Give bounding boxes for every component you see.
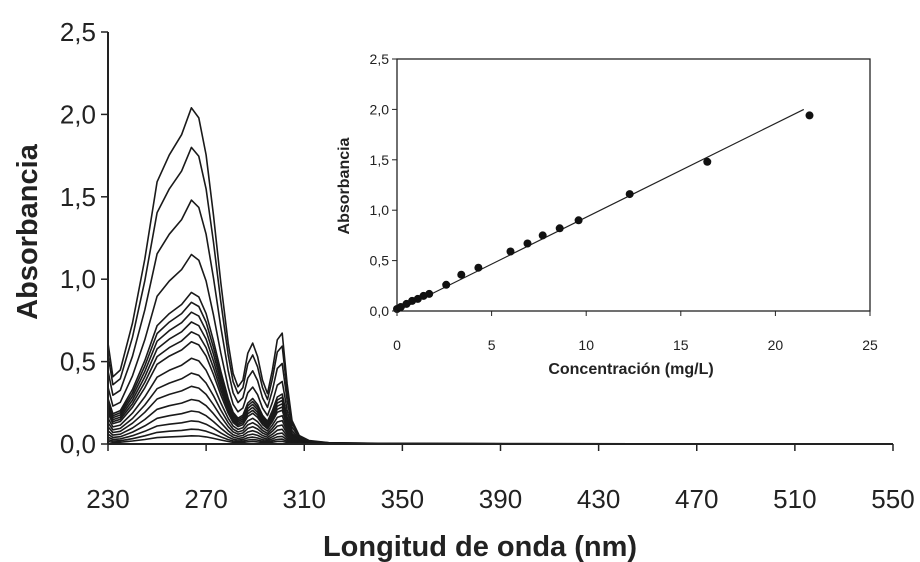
- main-x-tick-label: 270: [184, 484, 227, 514]
- inset-x-tick-label: 25: [862, 337, 878, 353]
- main-x-tick-label: 470: [675, 484, 718, 514]
- main-x-tick-label: 310: [283, 484, 326, 514]
- inset-x-tick-label: 10: [578, 337, 594, 353]
- inset-data-point: [507, 248, 515, 256]
- inset-y-tick-label: 2,0: [370, 101, 390, 117]
- inset-y-tick-label: 1,0: [370, 202, 390, 218]
- main-x-tick-label: 550: [871, 484, 914, 514]
- main-y-tick-label: 0,0: [60, 429, 96, 459]
- inset-data-point: [425, 290, 433, 298]
- main-y-tick-label: 1,0: [60, 264, 96, 294]
- inset-data-point: [626, 190, 634, 198]
- main-x-tick-label: 510: [773, 484, 816, 514]
- main-x-tick-label: 230: [86, 484, 129, 514]
- inset-y-axis-title: Absorbancia: [336, 137, 353, 234]
- main-y-tick-label: 2,0: [60, 99, 96, 129]
- inset-x-tick-label: 15: [673, 337, 689, 353]
- inset-x-tick-label: 20: [768, 337, 784, 353]
- inset-plot-frame: [397, 59, 870, 311]
- main-x-tick-label: 390: [479, 484, 522, 514]
- inset-data-point: [474, 264, 482, 272]
- inset-data-point: [524, 240, 532, 248]
- main-y-axis-title: Absorbancia: [12, 143, 44, 320]
- inset-y-tick-label: 1,5: [370, 152, 390, 168]
- inset-data-point: [703, 158, 711, 166]
- inset-data-point: [442, 281, 450, 289]
- inset-x-tick-label: 0: [393, 337, 401, 353]
- inset-data-point: [556, 224, 564, 232]
- inset-x-axis-title: Concentración (mg/L): [548, 361, 713, 378]
- inset-data-point: [575, 216, 583, 224]
- inset-data-point: [457, 271, 465, 279]
- inset-data-point: [806, 111, 814, 119]
- main-x-tick-label: 350: [381, 484, 424, 514]
- main-y-tick-label: 0,5: [60, 347, 96, 377]
- inset-x-tick-label: 5: [488, 337, 496, 353]
- main-y-tick-label: 1,5: [60, 182, 96, 212]
- inset-y-tick-label: 2,5: [370, 51, 390, 67]
- inset-y-tick-label: 0,0: [370, 303, 390, 319]
- inset-y-tick-label: 0,5: [370, 253, 390, 269]
- inset-data-point: [539, 231, 547, 239]
- main-x-axis-title: Longitud de onda (nm): [323, 531, 637, 562]
- main-x-tick-label: 430: [577, 484, 620, 514]
- main-y-tick-label: 2,5: [60, 17, 96, 47]
